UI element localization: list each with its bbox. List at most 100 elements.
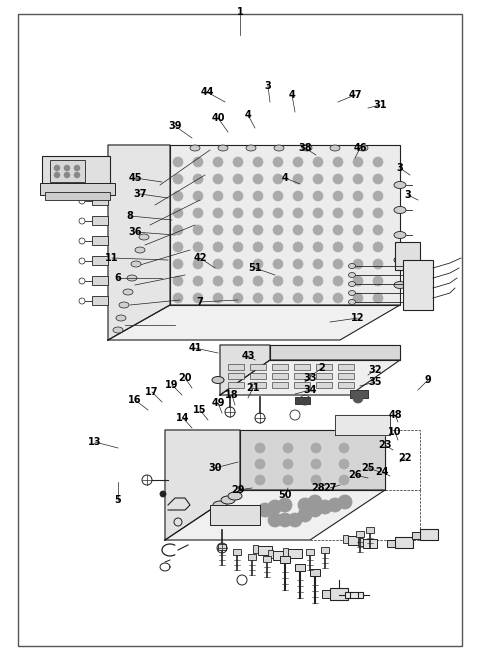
Bar bbox=[272, 382, 288, 388]
Bar bbox=[288, 549, 302, 558]
Circle shape bbox=[54, 172, 60, 178]
Text: 8: 8 bbox=[127, 211, 133, 221]
Bar bbox=[321, 547, 329, 553]
Text: 21: 21 bbox=[246, 383, 260, 393]
Bar bbox=[253, 545, 258, 553]
Polygon shape bbox=[108, 305, 400, 340]
Bar bbox=[280, 556, 290, 563]
Ellipse shape bbox=[190, 145, 200, 151]
Text: 15: 15 bbox=[193, 405, 207, 415]
Circle shape bbox=[253, 259, 263, 269]
Text: 44: 44 bbox=[200, 87, 214, 97]
Text: 10: 10 bbox=[388, 427, 402, 437]
Ellipse shape bbox=[348, 272, 356, 277]
Text: 22: 22 bbox=[398, 453, 412, 463]
Circle shape bbox=[339, 475, 349, 485]
Bar bbox=[250, 364, 266, 370]
Circle shape bbox=[193, 293, 203, 303]
Bar bbox=[345, 592, 363, 598]
Circle shape bbox=[353, 259, 363, 269]
Circle shape bbox=[213, 293, 223, 303]
Ellipse shape bbox=[131, 261, 141, 267]
Text: 48: 48 bbox=[388, 410, 402, 420]
Circle shape bbox=[373, 174, 383, 184]
Circle shape bbox=[313, 259, 323, 269]
Bar bbox=[358, 538, 363, 546]
Bar bbox=[395, 242, 420, 270]
Circle shape bbox=[373, 276, 383, 286]
Text: 38: 38 bbox=[298, 143, 312, 153]
Text: 46: 46 bbox=[353, 143, 367, 153]
Bar bbox=[92, 296, 108, 305]
Ellipse shape bbox=[394, 232, 406, 239]
Circle shape bbox=[213, 242, 223, 252]
Circle shape bbox=[333, 293, 343, 303]
Text: 4: 4 bbox=[282, 173, 288, 183]
Text: 24: 24 bbox=[375, 467, 389, 477]
Bar bbox=[272, 364, 288, 370]
Ellipse shape bbox=[212, 377, 224, 384]
Circle shape bbox=[353, 174, 363, 184]
Circle shape bbox=[193, 191, 203, 201]
Circle shape bbox=[233, 157, 243, 167]
Circle shape bbox=[273, 208, 283, 218]
Circle shape bbox=[253, 276, 263, 286]
Bar bbox=[338, 382, 354, 388]
Circle shape bbox=[373, 191, 383, 201]
Circle shape bbox=[233, 225, 243, 235]
Text: 30: 30 bbox=[208, 463, 222, 473]
Text: 4: 4 bbox=[288, 90, 295, 100]
Bar bbox=[420, 529, 438, 540]
Circle shape bbox=[273, 293, 283, 303]
Ellipse shape bbox=[274, 145, 284, 151]
Bar bbox=[92, 216, 108, 225]
Circle shape bbox=[373, 157, 383, 167]
Bar bbox=[92, 256, 108, 265]
Text: 5: 5 bbox=[115, 495, 121, 505]
Circle shape bbox=[293, 191, 303, 201]
Circle shape bbox=[313, 174, 323, 184]
Circle shape bbox=[373, 208, 383, 218]
Circle shape bbox=[255, 475, 265, 485]
Circle shape bbox=[213, 157, 223, 167]
Ellipse shape bbox=[127, 275, 137, 281]
Text: 51: 51 bbox=[248, 263, 262, 273]
Circle shape bbox=[353, 293, 363, 303]
Ellipse shape bbox=[394, 207, 406, 213]
Circle shape bbox=[318, 500, 332, 514]
Circle shape bbox=[333, 242, 343, 252]
Circle shape bbox=[333, 259, 343, 269]
Bar bbox=[316, 364, 332, 370]
Text: 41: 41 bbox=[188, 343, 202, 353]
Circle shape bbox=[213, 174, 223, 184]
Bar bbox=[295, 564, 305, 571]
Circle shape bbox=[233, 293, 243, 303]
Circle shape bbox=[353, 157, 363, 167]
Bar bbox=[40, 183, 115, 195]
Polygon shape bbox=[335, 415, 390, 435]
Text: 42: 42 bbox=[193, 253, 207, 263]
Circle shape bbox=[193, 174, 203, 184]
Circle shape bbox=[233, 174, 243, 184]
Bar bbox=[403, 260, 433, 310]
Circle shape bbox=[311, 459, 321, 469]
Bar bbox=[263, 556, 271, 562]
Circle shape bbox=[283, 475, 293, 485]
Text: 47: 47 bbox=[348, 90, 362, 100]
Circle shape bbox=[293, 174, 303, 184]
Text: 3: 3 bbox=[264, 81, 271, 91]
Circle shape bbox=[339, 443, 349, 453]
Text: 2: 2 bbox=[319, 363, 325, 373]
Circle shape bbox=[333, 225, 343, 235]
Bar bbox=[210, 505, 260, 525]
Text: 16: 16 bbox=[128, 395, 142, 405]
Text: 12: 12 bbox=[351, 313, 365, 323]
Text: 14: 14 bbox=[176, 413, 190, 423]
Circle shape bbox=[253, 174, 263, 184]
Circle shape bbox=[268, 500, 282, 514]
Ellipse shape bbox=[394, 281, 406, 289]
Text: 26: 26 bbox=[348, 470, 362, 480]
Bar bbox=[283, 548, 288, 556]
Circle shape bbox=[253, 242, 263, 252]
Bar bbox=[42, 156, 110, 186]
